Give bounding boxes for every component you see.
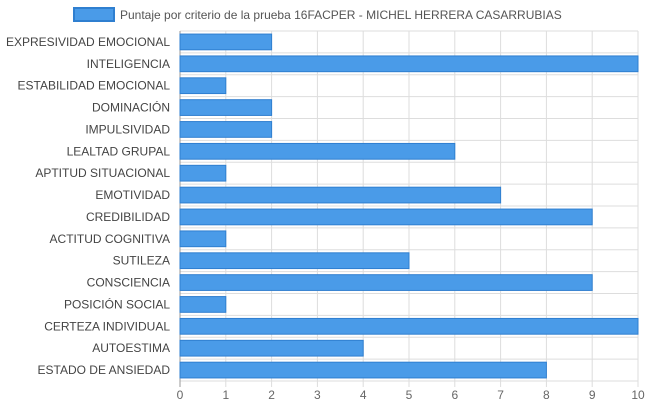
category-labels: EXPRESIVIDAD EMOCIONAL INTELIGENCIA ESTABI… bbox=[6, 35, 170, 377]
x-tick-label: 7 bbox=[497, 388, 504, 402]
x-tick-label: 4 bbox=[360, 388, 367, 402]
bar[interactable] bbox=[179, 361, 547, 379]
category-label: ESTADO DE ANSIEDAD bbox=[38, 363, 171, 377]
x-tick-label: 0 bbox=[177, 388, 184, 402]
x-tick-label: 1 bbox=[222, 388, 229, 402]
legend-swatch[interactable] bbox=[73, 7, 115, 22]
x-tick-label: 5 bbox=[406, 388, 413, 402]
category-label: EXPRESIVIDAD EMOCIONAL bbox=[6, 35, 170, 49]
x-axis-ticks: 0 1 2 3 4 5 6 7 8 9 10 bbox=[177, 388, 645, 402]
category-label: ESTABILIDAD EMOCIONAL bbox=[18, 79, 171, 93]
category-label: IMPULSIVIDAD bbox=[85, 122, 170, 136]
category-label: SUTILEZA bbox=[113, 254, 170, 268]
x-tick-label: 8 bbox=[543, 388, 550, 402]
x-tick-label: 6 bbox=[451, 388, 458, 402]
category-label: AUTOESTIMA bbox=[92, 341, 170, 355]
bar[interactable] bbox=[179, 274, 593, 291]
category-label: POSICIÓN SOCIAL bbox=[64, 296, 170, 311]
bars bbox=[179, 33, 639, 379]
bar[interactable] bbox=[179, 121, 273, 138]
category-label: CERTEZA INDIVIDUAL bbox=[44, 319, 170, 333]
category-label: CONSCIENCIA bbox=[87, 276, 170, 290]
bar[interactable] bbox=[179, 142, 456, 160]
category-label: INTELIGENCIA bbox=[87, 57, 170, 71]
bar[interactable] bbox=[179, 339, 364, 357]
bar[interactable] bbox=[179, 164, 227, 182]
bar[interactable] bbox=[179, 208, 593, 226]
category-label: EMOTIVIDAD bbox=[95, 188, 170, 202]
bar[interactable] bbox=[179, 55, 639, 73]
bar[interactable] bbox=[179, 33, 273, 51]
bar[interactable] bbox=[179, 230, 227, 248]
bar[interactable] bbox=[179, 77, 227, 95]
x-tick-label: 10 bbox=[631, 388, 645, 402]
category-label: APTITUD SITUACIONAL bbox=[35, 166, 170, 180]
bar[interactable] bbox=[179, 99, 273, 116]
legend[interactable]: Puntaje por criterio de la prueba 16FACP… bbox=[73, 7, 562, 22]
bar[interactable] bbox=[179, 252, 410, 270]
category-label: CREDIBILIDAD bbox=[86, 210, 170, 224]
category-label: DOMINACIÓN bbox=[92, 100, 170, 115]
bar[interactable] bbox=[179, 317, 639, 335]
x-tick-label: 9 bbox=[589, 388, 596, 402]
category-label: LEALTAD GRUPAL bbox=[67, 144, 171, 158]
bar[interactable] bbox=[179, 186, 502, 204]
bar[interactable] bbox=[179, 296, 227, 313]
category-label: ACTITUD COGNITIVA bbox=[50, 232, 170, 246]
x-tick-label: 2 bbox=[268, 388, 275, 402]
legend-label[interactable]: Puntaje por criterio de la prueba 16FACP… bbox=[120, 8, 562, 22]
x-tick-label: 3 bbox=[314, 388, 321, 402]
